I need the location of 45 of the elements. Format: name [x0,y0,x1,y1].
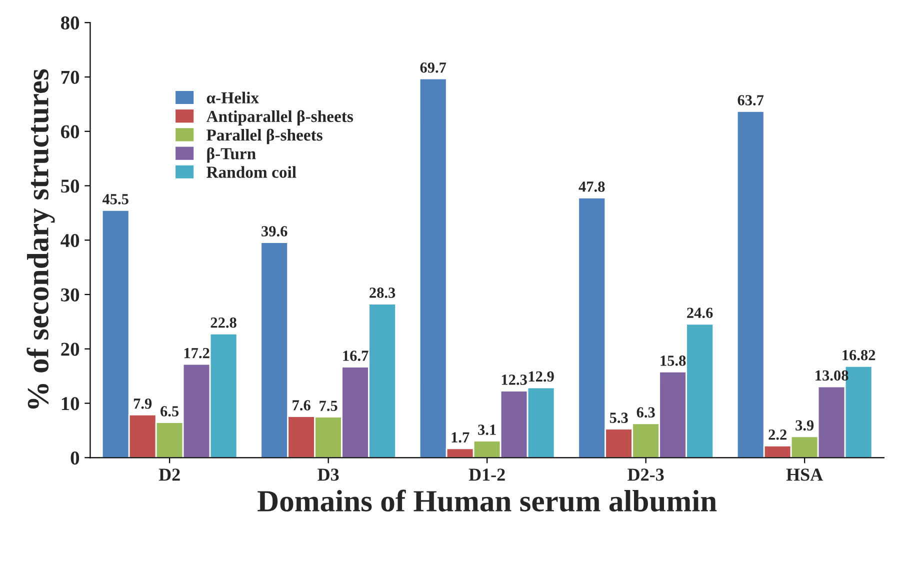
data-label: 7.6 [292,400,310,411]
y-axis-title: % of secondary structures [26,69,55,409]
data-label: 16.7 [343,350,368,362]
data-label: 15.8 [660,356,686,366]
x-tick-label: D3 [318,468,339,481]
legend-label: Parallel β-sheets [206,128,322,144]
data-label: 7.9 [134,398,152,409]
x-tick-label: HSA [786,468,824,481]
y-tick-label: 70 [61,70,80,84]
x-tick-label: D2-3 [628,468,664,481]
data-label: 39.6 [262,226,288,236]
data-label: 3.1 [478,424,496,435]
data-label: 47.8 [578,182,605,192]
data-label: 6.3 [636,407,655,418]
data-label: 12.9 [528,371,554,382]
y-tick-label: 0 [70,451,80,465]
y-tick-label: 10 [62,397,80,410]
y-tick-label: 30 [61,288,80,302]
x-tick-label: D1-2 [468,468,505,481]
y-tick-label: 60 [61,125,80,138]
data-label: 7.5 [320,400,338,412]
x-axis-title: Domains of Human serum albumin [258,490,717,512]
x-tick-label: D2 [158,468,180,481]
data-label: 63.7 [738,95,764,106]
data-label: 22.8 [210,317,236,328]
data-label: 1.7 [452,432,470,443]
data-label: 45.5 [102,194,128,204]
legend-label: α-Helix [206,92,259,104]
y-tick-label: 40 [60,234,80,248]
data-label: 3.9 [796,420,814,431]
data-label: 2.2 [768,430,786,440]
data-label: 6.5 [160,406,179,416]
data-label: 24.6 [687,308,713,318]
y-tick-label: 80 [60,16,80,30]
legend-label: Antiparallel β-sheets [206,110,354,126]
data-label: 28.3 [370,288,396,298]
y-tick-label: 50 [61,180,80,193]
data-label: 16.82 [842,350,876,360]
data-label: 5.3 [610,412,628,424]
legend-label: β-Turn [207,147,256,163]
data-label: 69.7 [420,62,446,73]
legend-label: Random coil [206,166,296,178]
data-label: 17.2 [184,348,210,358]
data-label: 12.3 [502,374,527,385]
y-tick-label: 20 [61,342,80,356]
